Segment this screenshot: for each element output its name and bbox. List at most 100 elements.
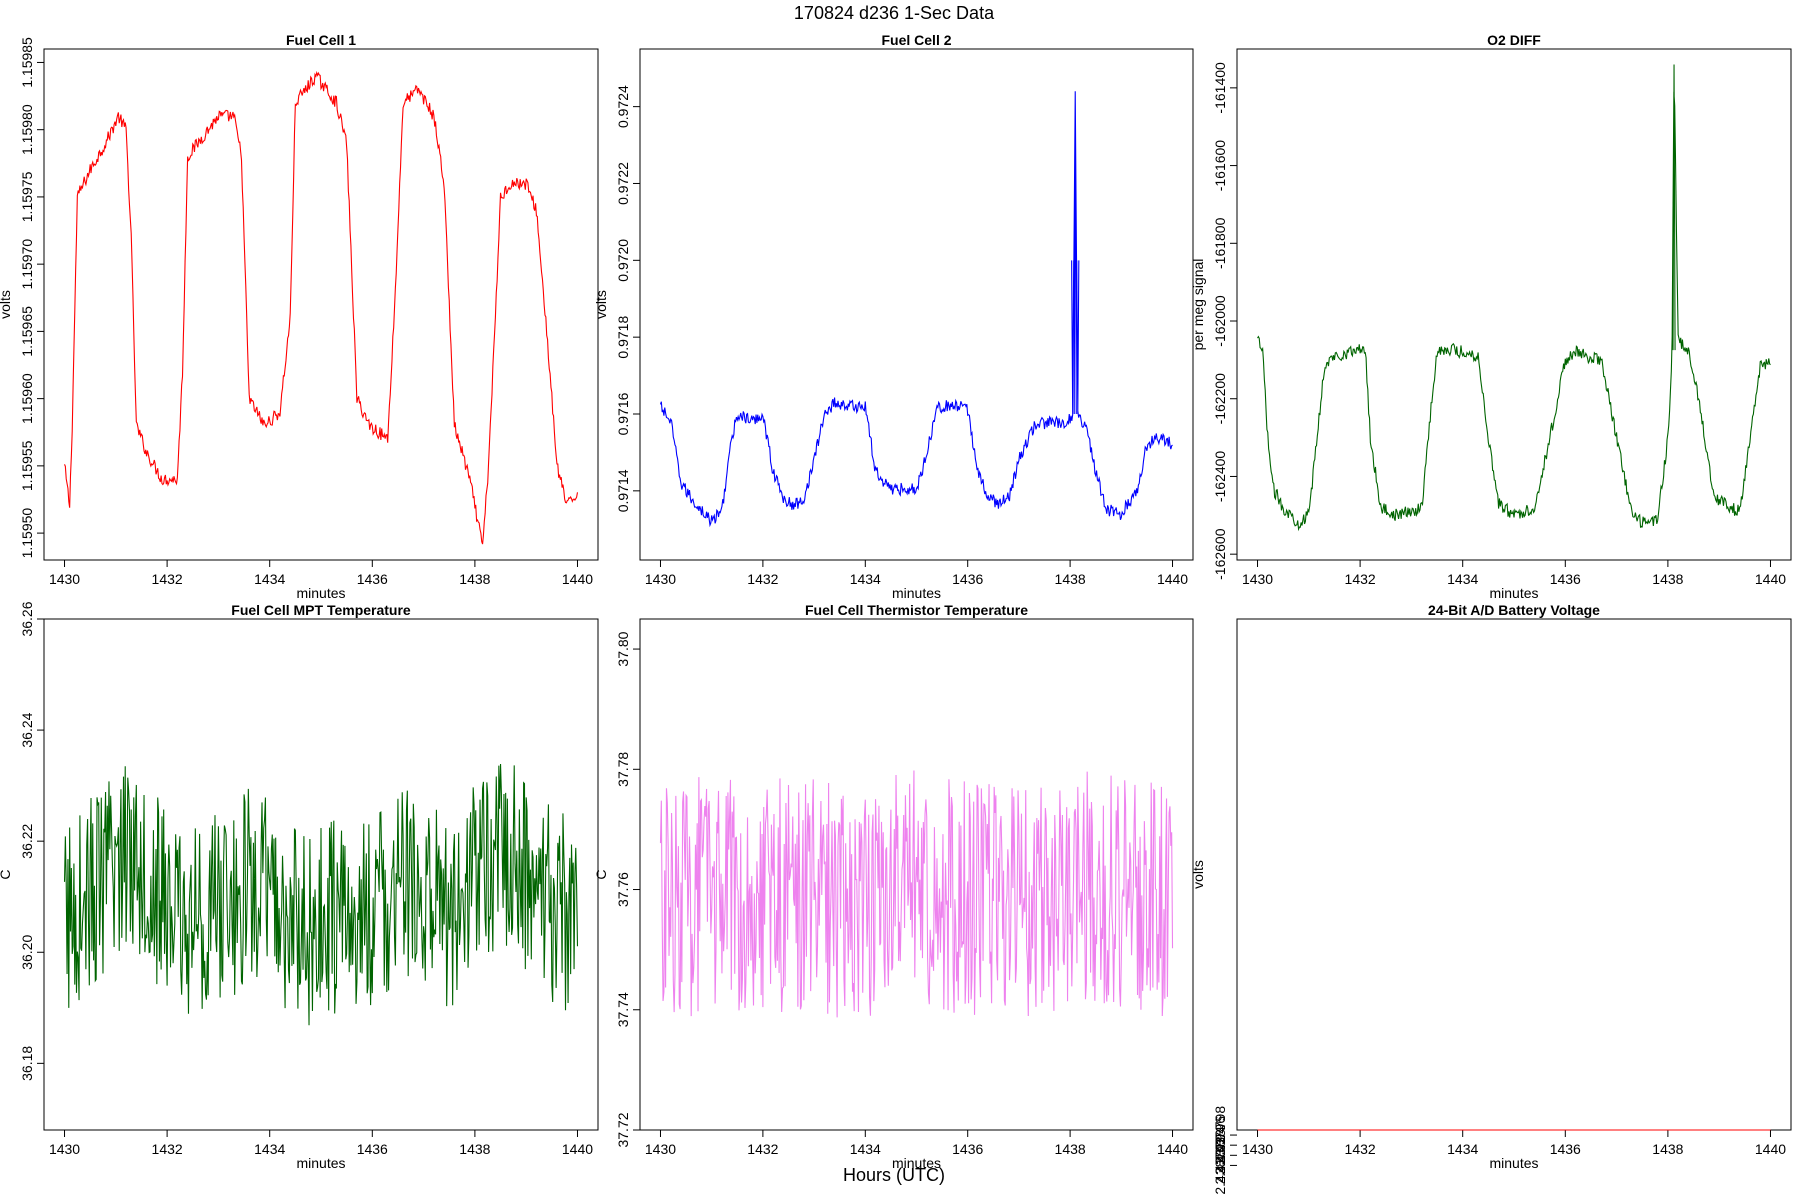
x-axis-label: minutes xyxy=(296,1155,345,1171)
y-tick-label: 1.15965 xyxy=(19,306,35,357)
panel-3: O2 DIFF 1430 1432 1434 1436 1438 1440 minutes -1… xyxy=(1190,32,1792,601)
x-tick-label: 1430 xyxy=(645,1141,676,1157)
x-tick-label: 1432 xyxy=(747,571,778,587)
x-tick-label: 1438 xyxy=(459,1141,490,1157)
series-line xyxy=(659,770,1174,1018)
x-tick-label: 1440 xyxy=(562,571,593,587)
x-tick-label: 1436 xyxy=(952,1141,983,1157)
panel-6: 24-Bit A/D Battery Voltage 1430 1432 1434 14… xyxy=(1190,602,1792,1195)
y-tick-label: 1.15960 xyxy=(19,373,35,424)
x-tick-label: 1436 xyxy=(952,571,983,587)
x-tick-label: 1430 xyxy=(49,1141,80,1157)
x-axis-label: minutes xyxy=(296,585,345,601)
y-tick-label: -162600 xyxy=(1212,528,1228,580)
y-axis-label: volts xyxy=(0,290,13,319)
y-tick-label: 0.9714 xyxy=(615,469,631,512)
y-tick-label: -162200 xyxy=(1212,373,1228,425)
panel-group: Fuel Cell 1 1430 1432 1434 1436 1438 1440 minut… xyxy=(0,32,1792,1195)
y-tick-label: 0.9722 xyxy=(615,162,631,205)
series-line xyxy=(63,763,579,1026)
x-tick-label: 1436 xyxy=(1550,1141,1581,1157)
x-tick-label: 1440 xyxy=(1157,1141,1188,1157)
y-tick-label: 2.438798 xyxy=(1212,1106,1228,1165)
y-tick-label: 36.18 xyxy=(19,1046,35,1081)
x-tick-label: 1432 xyxy=(747,1141,778,1157)
y-axis-label: volts xyxy=(1190,860,1206,889)
x-axis-label: minutes xyxy=(1489,1155,1538,1171)
x-tick-label: 1430 xyxy=(1242,571,1273,587)
x-tick-label: 1432 xyxy=(152,1141,183,1157)
panel-5: Fuel Cell Thermistor Temperature 1430 1432… xyxy=(593,602,1194,1171)
x-axis-label: minutes xyxy=(892,1155,941,1171)
y-tick-label: -162000 xyxy=(1212,295,1228,347)
x-tick-label: 1434 xyxy=(254,571,285,587)
x-tick-label: 1430 xyxy=(1242,1141,1273,1157)
y-tick-label: 2.438794 xyxy=(1212,1126,1228,1185)
y-tick-label: 0.9724 xyxy=(615,85,631,128)
y-tick-label: 36.26 xyxy=(19,601,35,636)
x-tick-label: 1434 xyxy=(850,571,881,587)
y-tick-label: 37.80 xyxy=(615,631,631,666)
plot-frame xyxy=(43,618,599,1131)
series-line xyxy=(64,70,579,545)
y-tick-label: 2.438796 xyxy=(1212,1116,1228,1175)
panel-1: Fuel Cell 1 1430 1432 1434 1436 1438 1440 minut… xyxy=(0,32,599,601)
x-tick-label: 1438 xyxy=(459,571,490,587)
x-tick-label: 1440 xyxy=(562,1141,593,1157)
y-tick-label: 37.72 xyxy=(615,1112,631,1147)
plot-frame xyxy=(639,48,1194,561)
y-tick-label: -161800 xyxy=(1212,217,1228,269)
x-tick-label: 1436 xyxy=(1550,571,1581,587)
panel-2: Fuel Cell 2 1430 1432 1434 1436 1438 1440 minut… xyxy=(593,32,1194,601)
series-line xyxy=(1257,64,1771,532)
x-tick-label: 1432 xyxy=(152,571,183,587)
x-tick-label: 1434 xyxy=(850,1141,881,1157)
x-axis-label: minutes xyxy=(1489,585,1538,601)
y-tick-label: 36.24 xyxy=(19,712,35,747)
x-tick-label: 1430 xyxy=(645,571,676,587)
y-tick-label: 1.15980 xyxy=(19,104,35,155)
x-tick-label: 1434 xyxy=(254,1141,285,1157)
x-tick-label: 1438 xyxy=(1652,1141,1683,1157)
y-tick-label: -161400 xyxy=(1212,62,1228,114)
x-tick-label: 1432 xyxy=(1345,571,1376,587)
x-tick-label: 1440 xyxy=(1755,571,1786,587)
y-tick-label: 0.9716 xyxy=(615,392,631,435)
x-tick-label: 1430 xyxy=(49,571,80,587)
x-tick-label: 1436 xyxy=(357,571,388,587)
x-tick-label: 1438 xyxy=(1055,1141,1086,1157)
series-line xyxy=(659,91,1173,528)
y-tick-label: 36.22 xyxy=(19,823,35,858)
y-tick-label: 1.15975 xyxy=(19,171,35,222)
panel-title: Fuel Cell 2 xyxy=(881,32,951,48)
x-tick-label: 1440 xyxy=(1157,571,1188,587)
panel-title: Fuel Cell MPT Temperature xyxy=(231,602,411,618)
x-axis-label: minutes xyxy=(892,585,941,601)
y-tick-label: -162400 xyxy=(1212,451,1228,503)
plot-frame xyxy=(1236,48,1792,561)
y-tick-label: -161600 xyxy=(1212,140,1228,192)
y-axis-label: C xyxy=(0,869,13,879)
y-tick-label: 36.20 xyxy=(19,935,35,970)
y-tick-label: 1.15985 xyxy=(19,37,35,88)
x-tick-label: 1432 xyxy=(1345,1141,1376,1157)
x-tick-label: 1436 xyxy=(357,1141,388,1157)
x-tick-label: 1438 xyxy=(1652,571,1683,587)
y-tick-label: 0.9718 xyxy=(615,316,631,359)
y-tick-label: 2.438792 xyxy=(1212,1136,1228,1195)
y-tick-label: 0.9720 xyxy=(615,239,631,282)
y-tick-label: 1.15970 xyxy=(19,239,35,290)
figure-xlabel: Hours (UTC) xyxy=(843,1165,945,1185)
plot-frame xyxy=(639,618,1194,1131)
y-axis-label: volts xyxy=(593,290,609,319)
plot-frame xyxy=(43,48,599,561)
x-tick-label: 1434 xyxy=(1447,1141,1478,1157)
x-tick-label: 1440 xyxy=(1755,1141,1786,1157)
y-axis-label: C xyxy=(593,869,609,879)
y-tick-label: 37.78 xyxy=(615,752,631,787)
plot-frame xyxy=(1236,618,1792,1131)
y-tick-label: 37.74 xyxy=(615,992,631,1027)
y-tick-label: 1.15955 xyxy=(19,440,35,491)
panel-title: O2 DIFF xyxy=(1487,32,1541,48)
